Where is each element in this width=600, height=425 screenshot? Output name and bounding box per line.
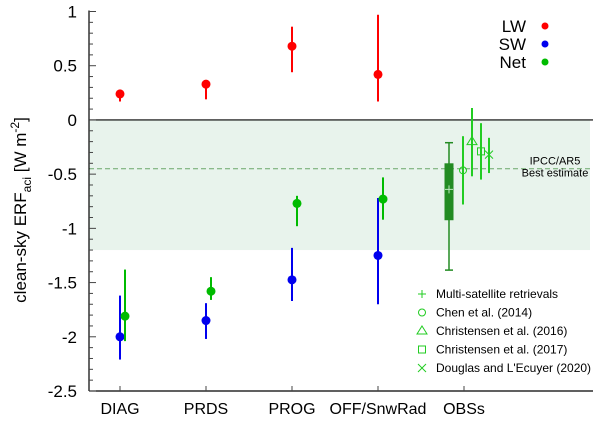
point-lw: [115, 89, 125, 99]
obs-marker-circle: [459, 166, 467, 175]
legend-label: Christensen et al. (2016): [436, 324, 567, 338]
y-tick-label: -1.5: [48, 274, 77, 293]
y-tick-label: -0.5: [48, 165, 77, 184]
legend-label: SW: [499, 35, 526, 54]
x-tick-label: PROG: [268, 401, 315, 418]
x-tick-label: DIAG: [100, 401, 139, 418]
legend-marker-square: [418, 345, 426, 354]
legend-label: Chen et al. (2014): [436, 306, 532, 320]
obs-marker-plus: [445, 185, 453, 194]
point-lw: [373, 69, 383, 79]
legend-marker-sw: [541, 40, 549, 48]
legend-label: Net: [500, 53, 527, 72]
point-sw: [201, 316, 211, 326]
point-net: [378, 194, 388, 204]
ipcc-label-2: Best estimate: [522, 168, 589, 180]
point-net: [206, 286, 216, 296]
obs-marker-x: [484, 150, 494, 159]
legend-marker-circle: [418, 308, 426, 317]
y-axis-label: clean-sky ERFaci [W m-2]: [8, 117, 34, 303]
point-sw: [373, 250, 383, 260]
y-tick-label: -2.5: [48, 382, 77, 401]
point-lw: [287, 41, 297, 51]
obs-marker-triangle: [466, 135, 478, 146]
y-tick-label: -1: [62, 219, 77, 238]
legend-marker-lw: [541, 22, 549, 30]
x-tick-label: OFF/SnwRad: [330, 401, 427, 418]
y-tick-label: 0: [68, 111, 77, 130]
point-sw: [287, 275, 297, 285]
x-tick-label: PRDS: [184, 401, 228, 418]
legend-label: Multi-satellite retrievals: [436, 287, 558, 301]
ipcc-label: IPCC/AR5: [530, 156, 581, 168]
uncertainty-shade: [89, 119, 590, 251]
legend-marker-net: [541, 58, 549, 66]
y-tick-label: -2: [62, 328, 77, 347]
y-tick-label: 1: [68, 3, 77, 22]
y-tick-label: 0.5: [53, 57, 77, 76]
point-sw: [115, 332, 125, 342]
legend-label: Douglas and L'Ecuyer (2020): [436, 361, 591, 375]
point-net: [292, 198, 302, 208]
legend-marker-plus: [418, 290, 426, 298]
obs-marker-square: [477, 147, 485, 156]
legend-marker-x: [417, 363, 427, 373]
legend-label: LW: [502, 17, 526, 36]
x-tick-label: OBSs: [443, 401, 485, 418]
point-lw: [201, 79, 211, 89]
legend-marker-triangle: [416, 325, 428, 335]
point-net: [120, 311, 130, 321]
legend-label: Christensen et al. (2017): [436, 343, 567, 357]
